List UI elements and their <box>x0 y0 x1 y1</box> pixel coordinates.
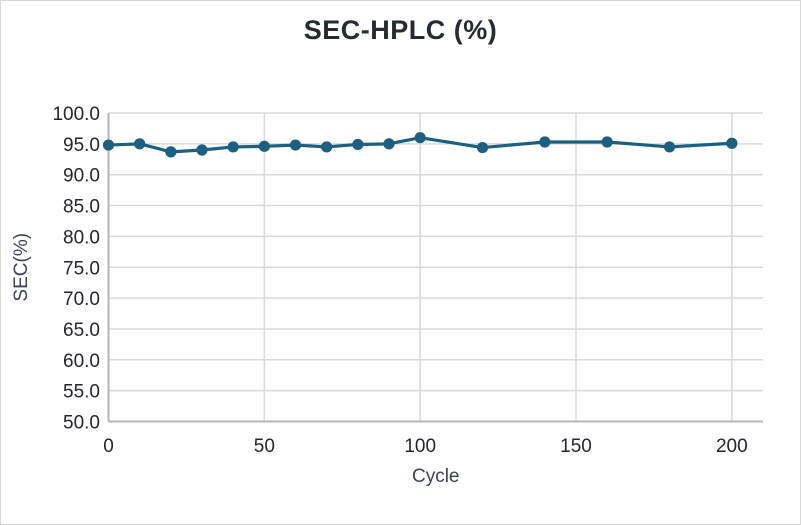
y-axis-title: SEC(%) <box>11 233 32 302</box>
data-point <box>601 136 613 148</box>
data-point <box>414 132 426 144</box>
data-point <box>258 140 270 152</box>
data-point <box>383 138 395 150</box>
data-point <box>726 137 738 149</box>
data-point <box>352 138 364 151</box>
y-tick-label: 100.0 <box>52 104 100 125</box>
y-tick-label: 85.0 <box>63 197 100 218</box>
y-tick-label: 55.0 <box>63 382 100 403</box>
y-tick-label: 90.0 <box>63 166 100 187</box>
data-series <box>102 132 738 158</box>
gridlines <box>108 112 763 423</box>
data-point <box>476 141 489 154</box>
y-tick-label: 65.0 <box>63 320 100 341</box>
axis-lines <box>107 113 763 423</box>
y-tick-label: 60.0 <box>63 351 100 372</box>
data-point <box>227 141 239 153</box>
data-point <box>134 138 146 150</box>
chart-title: SEC-HPLC (%) <box>303 15 498 45</box>
data-point <box>663 141 676 153</box>
x-tick-label: 100 <box>404 436 436 457</box>
data-point <box>321 141 333 153</box>
axis-labels: 50.0 55.0 60.0 65.0 70.0 75.0 80.0 85.0 90.0 95.0… <box>11 104 748 487</box>
y-tick-label: 50.0 <box>63 413 100 434</box>
y-tick-label: 80.0 <box>63 227 100 248</box>
x-tick-label: 50 <box>254 436 275 457</box>
data-point <box>539 136 551 148</box>
y-tick-label: 95.0 <box>63 135 100 156</box>
data-point <box>102 139 115 151</box>
x-axis-title: Cycle <box>412 466 460 487</box>
x-tick-label: 150 <box>560 436 592 457</box>
y-tick-label: 75.0 <box>63 258 100 279</box>
data-point <box>196 144 208 156</box>
data-point <box>289 139 302 151</box>
x-tick-label: 0 <box>103 436 114 457</box>
y-tick-label: 70.0 <box>63 289 100 310</box>
data-point <box>165 146 177 158</box>
x-tick-label: 200 <box>716 436 748 457</box>
